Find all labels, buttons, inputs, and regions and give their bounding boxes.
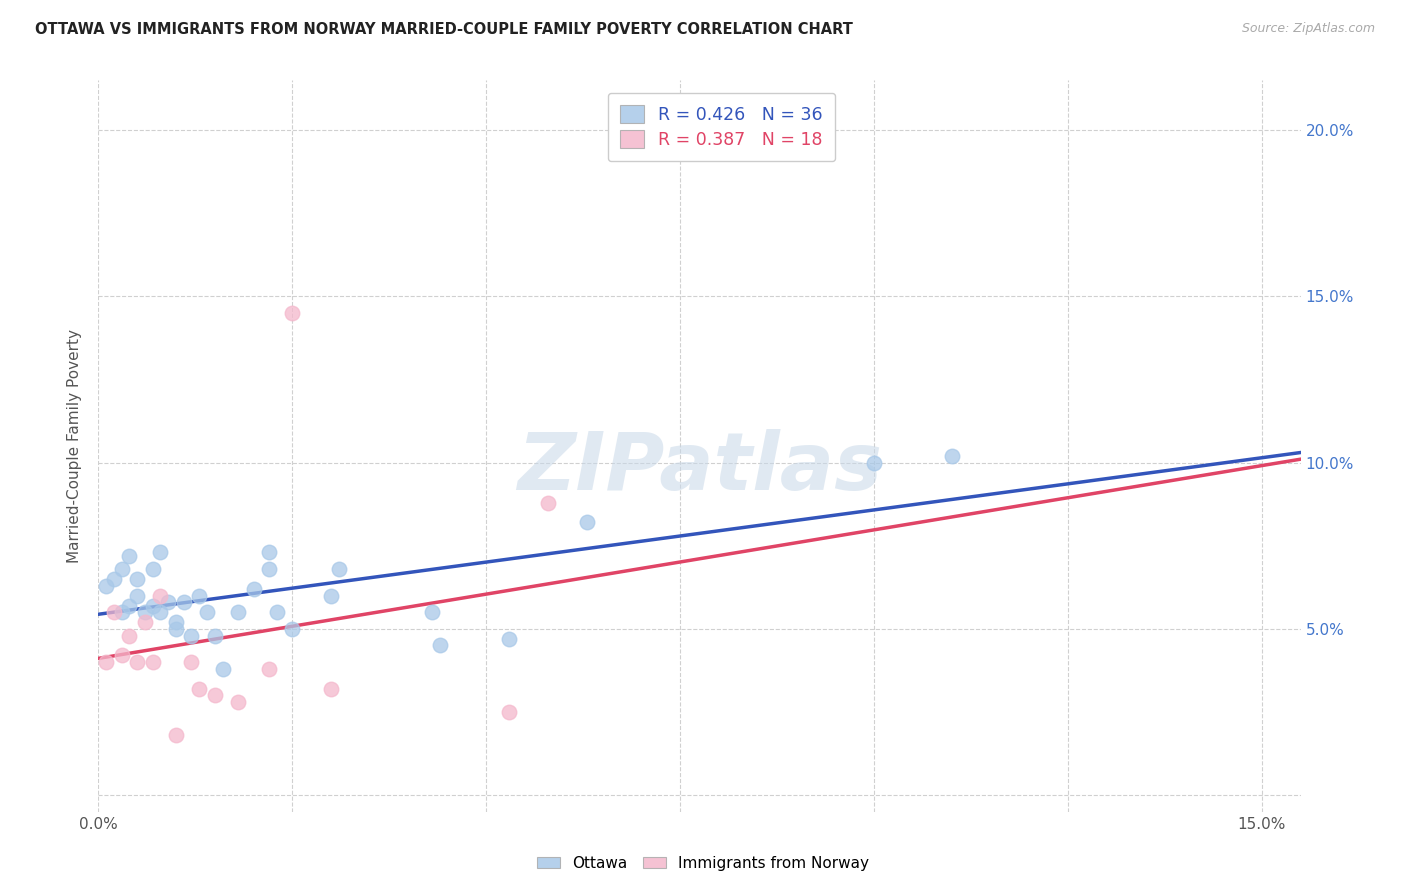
Point — [165, 622, 187, 636]
Point — [165, 728, 187, 742]
Point — [576, 516, 599, 530]
Point — [257, 662, 280, 676]
Point — [242, 582, 264, 596]
Point — [173, 595, 195, 609]
Legend: R = 0.426   N = 36, R = 0.387   N = 18: R = 0.426 N = 36, R = 0.387 N = 18 — [607, 93, 835, 161]
Point — [863, 456, 886, 470]
Point — [226, 605, 249, 619]
Point — [429, 639, 451, 653]
Point — [127, 572, 149, 586]
Point — [226, 695, 249, 709]
Point — [149, 589, 172, 603]
Point — [188, 681, 211, 696]
Point — [257, 545, 280, 559]
Point — [266, 605, 288, 619]
Point — [420, 605, 443, 619]
Point — [118, 599, 141, 613]
Text: ZIPatlas: ZIPatlas — [517, 429, 882, 507]
Point — [96, 579, 118, 593]
Point — [96, 655, 118, 669]
Legend: Ottawa, Immigrants from Norway: Ottawa, Immigrants from Norway — [531, 850, 875, 877]
Point — [111, 605, 134, 619]
Point — [941, 449, 963, 463]
Point — [118, 549, 141, 563]
Point — [118, 628, 141, 642]
Point — [328, 562, 350, 576]
Point — [165, 615, 187, 630]
Point — [498, 632, 520, 646]
Point — [211, 662, 233, 676]
Point — [180, 655, 202, 669]
Point — [142, 562, 165, 576]
Point — [319, 589, 342, 603]
Point — [195, 605, 218, 619]
Point — [498, 705, 520, 719]
Point — [149, 545, 172, 559]
Point — [103, 572, 125, 586]
Point — [127, 655, 149, 669]
Point — [257, 562, 280, 576]
Point — [149, 605, 172, 619]
Point — [157, 595, 180, 609]
Point — [127, 589, 149, 603]
Y-axis label: Married-Couple Family Poverty: Married-Couple Family Poverty — [67, 329, 83, 563]
Point — [142, 655, 165, 669]
Text: Source: ZipAtlas.com: Source: ZipAtlas.com — [1241, 22, 1375, 36]
Point — [103, 605, 125, 619]
Point — [281, 622, 304, 636]
Point — [188, 589, 211, 603]
Point — [134, 605, 156, 619]
Text: OTTAWA VS IMMIGRANTS FROM NORWAY MARRIED-COUPLE FAMILY POVERTY CORRELATION CHART: OTTAWA VS IMMIGRANTS FROM NORWAY MARRIED… — [35, 22, 853, 37]
Point — [180, 628, 202, 642]
Point — [281, 306, 304, 320]
Point — [111, 648, 134, 663]
Point — [204, 689, 226, 703]
Point — [142, 599, 165, 613]
Point — [134, 615, 156, 630]
Point — [319, 681, 342, 696]
Point — [204, 628, 226, 642]
Point — [537, 495, 560, 509]
Point — [111, 562, 134, 576]
